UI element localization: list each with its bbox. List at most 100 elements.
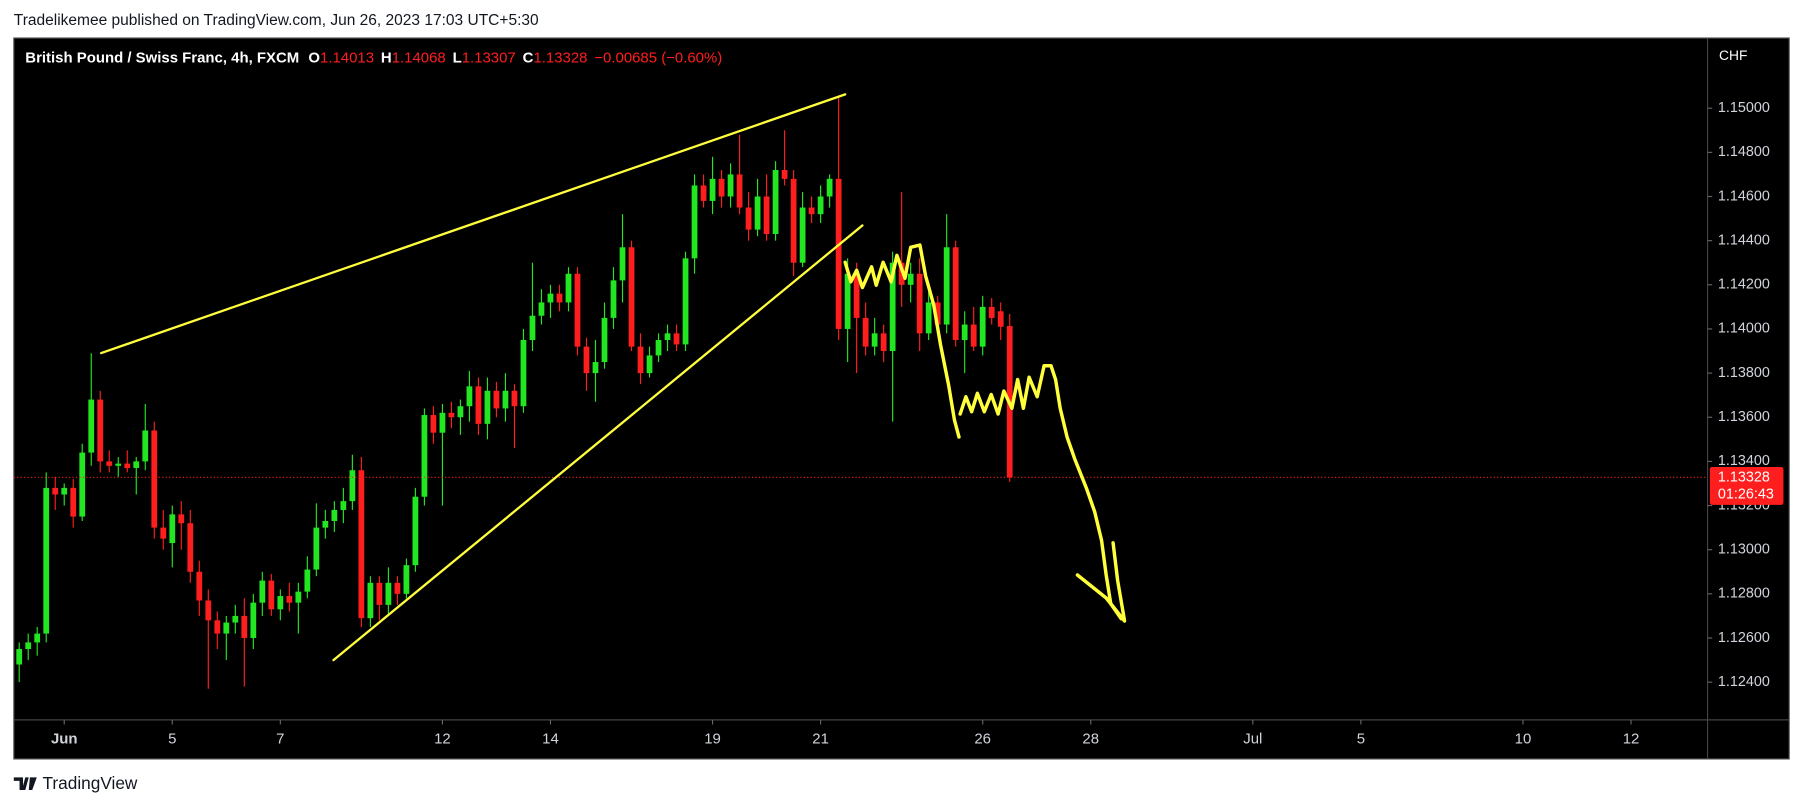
candle-body [295,591,302,603]
candle-body [745,207,752,230]
candle-body [934,302,941,325]
candle-body [403,565,410,594]
candle-body [97,399,104,462]
candle-body [619,247,626,281]
plot-area [13,97,1713,725]
candle-body [43,487,50,634]
freehand-arrow [1075,541,1127,623]
candle-body [385,582,392,605]
candle-body [853,273,860,318]
candle-body [340,501,347,510]
change-value: −0.00685 (−0.60%) [594,50,722,67]
candle-body [394,582,401,594]
freehand-path [958,364,1123,621]
ohlc-label: H [381,50,392,67]
candle-body [34,633,41,643]
x-tick-label: 12 [434,730,451,747]
candle-body [538,302,545,316]
ohlc-value: 1.14013 [320,50,374,67]
candle-body [601,317,608,363]
chart-panel [13,37,1790,760]
y-tick-label: 1.13600 [1718,409,1770,425]
candle-body [727,174,734,197]
x-tick-label: 28 [1082,730,1099,747]
candle-body [142,430,149,462]
candle-body [520,339,527,407]
candle-body [925,302,932,334]
x-tick-label: 10 [1515,730,1532,747]
candle-body [556,293,563,303]
candle-body [304,569,311,592]
candle-body [475,386,482,424]
ohlc-value: 1.13307 [462,50,516,67]
candle-body [457,406,464,418]
candle-body [502,390,509,409]
candle-body [547,293,554,303]
x-tick-label: 14 [542,730,559,747]
candle-body [106,461,113,466]
candle-body [718,178,725,197]
candle-body [430,415,437,433]
candle-body [799,207,806,263]
candle-body [124,463,131,469]
ohlc-label: O [308,50,320,67]
candle-body [817,196,824,215]
candle-body [160,527,167,539]
candle-body [565,273,572,303]
candle-body [889,262,896,352]
candle-body [880,333,887,352]
candle-body [484,390,491,424]
x-tick-label: Jul [1243,730,1262,747]
candle-body [736,174,743,208]
x-tick-label: 21 [812,730,829,747]
x-tick-label: Jun [51,730,78,747]
candle-body [781,170,788,179]
y-tick-label: 1.14000 [1718,321,1770,337]
candle-body [979,306,986,347]
y-tick-label: 1.14600 [1718,188,1770,204]
candle-body [754,196,761,230]
candle-body [70,487,77,517]
candle-body [178,514,185,524]
candle-body [970,324,977,347]
y-tick-label: 1.12400 [1718,674,1770,690]
candle-body [610,280,617,318]
y-tick-label: 1.13000 [1718,541,1770,557]
candle-body [439,412,446,433]
y-tick-label: 1.12800 [1718,586,1770,602]
x-tick-label: 5 [168,730,176,747]
y-tick-label: 1.12600 [1718,630,1770,646]
trend-line [100,93,847,355]
candle-body [52,487,59,495]
candle-body [169,514,176,544]
candle-body [583,346,590,374]
candle-body [223,622,230,634]
brand: TradingView [13,773,138,793]
candle-body [943,247,950,325]
freehand-path [843,243,961,439]
candle-body [466,386,473,407]
candle-body [115,463,122,466]
candle-body [25,642,32,650]
candle-body [916,273,923,334]
candle-body [763,196,770,235]
candle-body [277,596,284,610]
y-tick-label: 1.13400 [1718,453,1770,469]
candle-body [835,178,842,329]
candle-body [241,615,248,638]
candle-body [421,415,428,497]
candle-body [205,600,212,621]
ohlc-label: C [523,50,534,67]
candle-body [637,346,644,374]
candle-body [907,273,914,285]
last-price-box [1709,466,1784,505]
y-tick-label: 1.15000 [1718,100,1770,116]
candle-body [88,399,95,453]
x-tick-label: 7 [276,730,284,747]
brand-logo [13,777,37,791]
candle-body [313,527,320,570]
ohlc-value: 1.13328 [533,50,587,67]
candle-body [673,333,680,345]
symbol-header: British Pound / Swiss Franc, 4h, FXCM O1.… [25,50,722,67]
candle-body [349,470,356,502]
